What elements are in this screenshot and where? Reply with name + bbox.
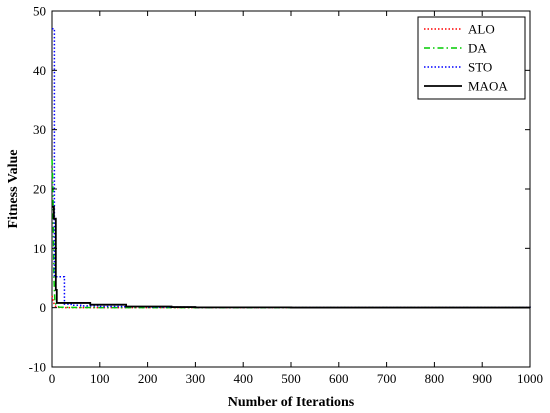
y-tick-label: 30 (33, 122, 46, 137)
series-line-alo (51, 295, 530, 309)
x-axis-title: Number of Iterations (228, 395, 355, 410)
series-layer (51, 28, 531, 309)
y-tick-label: 10 (33, 241, 46, 256)
x-tick-label: 1000 (517, 371, 543, 386)
x-tick-label: 0 (49, 371, 56, 386)
x-tick-label: 100 (90, 371, 110, 386)
x-tick-label: 400 (233, 371, 253, 386)
y-tick-label: -10 (29, 360, 46, 375)
series-line-maoa (52, 205, 531, 309)
x-tick-label: 300 (186, 371, 206, 386)
legend: ALO DA STO MAOA (417, 16, 526, 100)
legend-label-alo: ALO (468, 22, 495, 37)
legend-label-da: DA (468, 41, 487, 56)
y-tick-label: 40 (33, 63, 46, 78)
legend-label-maoa: MAOA (468, 79, 508, 94)
y-tick-label: 20 (33, 182, 46, 197)
x-tick-label: 700 (377, 371, 397, 386)
x-tick-label: 200 (138, 371, 158, 386)
x-tick-label: 900 (472, 371, 492, 386)
x-tick-label: 600 (329, 371, 349, 386)
y-axis-title: Fitness Value (6, 150, 21, 229)
y-tick-label: 50 (33, 4, 46, 19)
x-tick-label: 500 (281, 371, 301, 386)
x-tick-label: 800 (425, 371, 445, 386)
y-tick-label: 0 (40, 300, 47, 315)
legend-label-sto: STO (468, 60, 492, 75)
ticks-layer: 0 100 200 300 400 500 600 700 800 900 1000-1001020… (29, 4, 543, 387)
